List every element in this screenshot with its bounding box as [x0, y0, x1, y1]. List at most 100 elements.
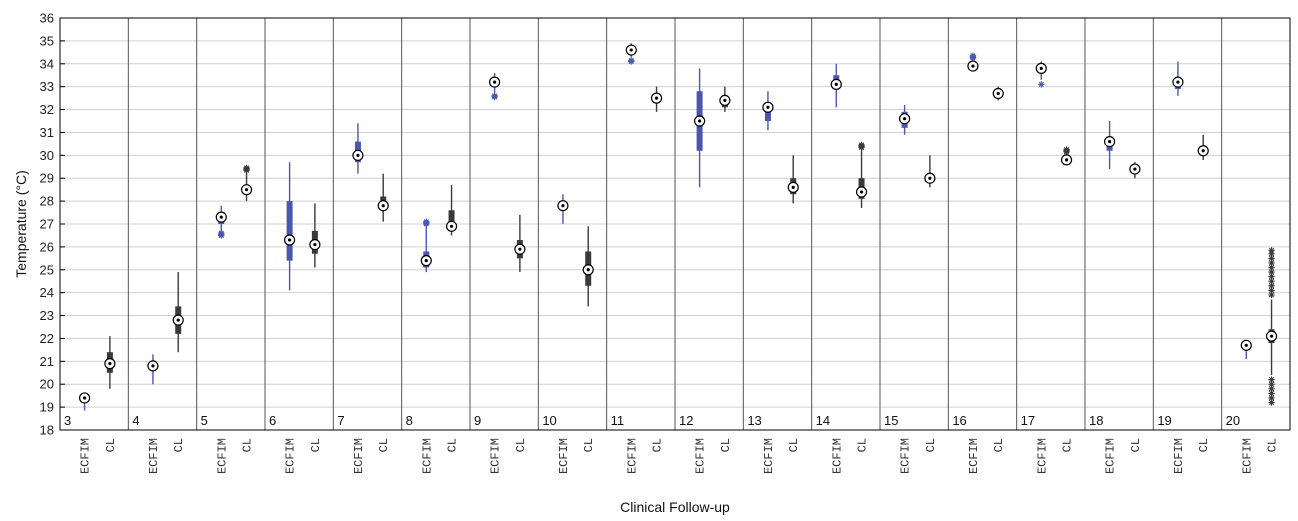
y-axis: 18 19 20 21 22 23 24 25 26 27 28 29 30 31 32 33 34 35 36	[40, 11, 65, 438]
median-dot	[791, 185, 795, 189]
median-dot	[288, 238, 292, 242]
outlier-marker	[1268, 255, 1275, 261]
x-category-label: CL	[241, 438, 255, 452]
y-tick-label: 31	[40, 125, 54, 140]
plot-frame	[59, 17, 1291, 431]
outlier-marker	[1268, 269, 1275, 275]
group-number-label: 11	[611, 413, 625, 428]
group-number-label: 9	[474, 413, 481, 428]
median-dot	[834, 82, 838, 86]
group-dividers	[127, 18, 1223, 430]
x-category-label: ECFIM	[899, 438, 913, 474]
box-ecfim	[215, 205, 227, 239]
median-dot	[971, 64, 975, 68]
x-category-label: ECFIM	[1104, 438, 1118, 474]
y-tick-label: 27	[40, 217, 54, 232]
box-cl	[992, 86, 1004, 101]
outlier-marker	[1063, 146, 1070, 153]
group-number-label: 12	[679, 413, 693, 428]
outlier-marker	[1038, 81, 1044, 88]
y-tick-label: 28	[40, 194, 54, 209]
group-18: 18	[1089, 121, 1141, 428]
y-tick-label: 29	[40, 171, 54, 186]
median-dot	[151, 364, 155, 368]
x-category-label: ECFIM	[762, 438, 776, 474]
x-category-label: CL	[377, 438, 391, 452]
x-category-label: ECFIM	[967, 438, 981, 474]
group-8: 8	[406, 185, 458, 428]
group-number-label: 8	[406, 413, 413, 428]
group-number-label: 6	[269, 413, 276, 428]
outlier-marker	[1268, 247, 1275, 253]
median-dot	[381, 204, 385, 208]
box-ecfim	[1103, 121, 1116, 170]
x-category-label: ECFIM	[147, 438, 161, 474]
y-tick-label: 36	[40, 11, 54, 26]
box-ecfim	[1240, 339, 1252, 360]
group-15: 15	[884, 104, 936, 428]
outlier-marker	[218, 230, 224, 236]
group-number-label: 7	[337, 413, 344, 428]
group-number-label: 13	[747, 413, 761, 428]
group-7: 7	[337, 123, 389, 428]
box-cl	[924, 155, 936, 188]
y-tick-label: 19	[40, 400, 54, 415]
y-tick-label: 33	[40, 79, 54, 94]
y-axis-title: Temperature (°C)	[13, 170, 29, 278]
median-dot	[1176, 80, 1180, 84]
outlier-marker	[1268, 260, 1275, 266]
group-6: 6	[269, 162, 321, 428]
outlier-marker	[628, 57, 634, 63]
box-ecfim	[352, 123, 364, 174]
iqr-box	[286, 201, 293, 261]
median-dot	[561, 204, 565, 208]
median-dot	[356, 153, 360, 157]
x-category-label: CL	[787, 438, 801, 452]
box-series: 3 4 5 6 7 8 9 10 11 12 13 14 15 16 17 18 19 20	[64, 43, 1278, 428]
x-category-label: ECFIM	[489, 438, 503, 474]
x-category-label: CL	[992, 438, 1006, 452]
outlier-marker	[1268, 264, 1275, 271]
y-tick-label: 23	[40, 308, 54, 323]
box-cl	[787, 155, 799, 204]
y-tick-label: 30	[40, 148, 54, 163]
x-category-label: ECFIM	[352, 438, 366, 474]
group-number-label: 16	[952, 413, 966, 428]
box-cl	[377, 173, 389, 222]
box-cl	[1129, 162, 1141, 179]
median-dot	[1064, 158, 1069, 162]
median-dot	[996, 91, 1000, 96]
outlier-marker	[1268, 381, 1275, 387]
box-ecfim	[78, 392, 91, 411]
x-category-label: CL	[856, 438, 870, 452]
box-cl	[650, 86, 663, 112]
median-dot	[1133, 167, 1137, 171]
box-ecfim	[284, 162, 296, 291]
box-ecfim	[420, 218, 432, 273]
group-number-label: 15	[884, 413, 898, 428]
y-tick-label: 34	[40, 56, 54, 71]
median-dot	[493, 80, 497, 84]
y-tick-label: 20	[40, 377, 54, 392]
outlier-marker	[243, 165, 250, 171]
x-category-label: ECFIM	[1240, 438, 1254, 474]
median-dot	[219, 215, 223, 219]
group-4: 4	[132, 272, 184, 428]
group-16: 16	[952, 52, 1004, 428]
median-dot	[903, 117, 907, 121]
median-dot	[586, 268, 590, 272]
x-category-label: CL	[309, 438, 323, 452]
median-dot	[928, 176, 932, 180]
group-number-label: 4	[132, 413, 139, 428]
x-category-label: ECFIM	[694, 438, 708, 474]
group-17: 17	[1021, 61, 1073, 428]
group-9: 9	[474, 72, 526, 428]
group-number-label: 20	[1226, 413, 1240, 428]
box-cl	[445, 185, 458, 236]
median-dot	[859, 190, 864, 194]
y-tick-label: 21	[40, 354, 54, 369]
x-category-label: ECFIM	[1172, 438, 1186, 474]
y-tick-label: 24	[40, 285, 54, 300]
box-ecfim	[898, 104, 911, 135]
